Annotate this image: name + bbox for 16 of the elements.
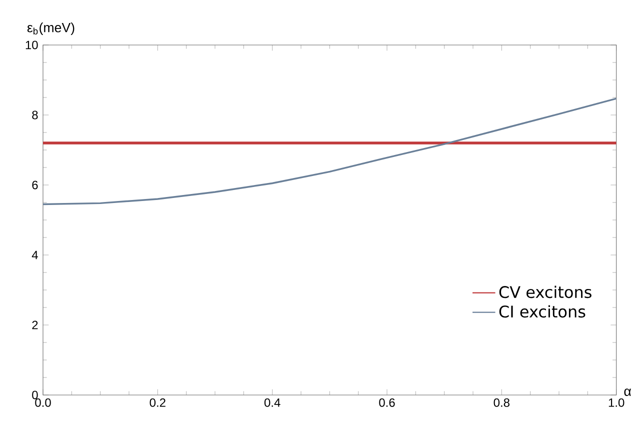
x-tick-label: 0.8 bbox=[494, 398, 510, 407]
y-axis-title: ε$_{b}$(meV) bbox=[27, 22, 74, 35]
x-tick-label: 1.0 bbox=[608, 398, 624, 407]
x-tick-label: 0.4 bbox=[264, 398, 280, 407]
legend-label: CV excitons bbox=[499, 286, 592, 298]
x-axis-title: α bbox=[624, 388, 632, 396]
y-tick-label: 0 bbox=[32, 390, 38, 400]
y-tick-label: 6 bbox=[32, 180, 38, 190]
legend-label: CI excitons bbox=[499, 305, 586, 318]
y-tick-label: 10 bbox=[26, 40, 38, 50]
x-tick-label: 0.2 bbox=[150, 398, 166, 407]
y-tick-label: 8 bbox=[32, 110, 38, 120]
x-tick-label: 0.6 bbox=[379, 398, 395, 407]
x-tick-label: 0.0 bbox=[35, 398, 51, 407]
y-tick-label: 4 bbox=[32, 250, 38, 260]
y-tick-label: 2 bbox=[32, 320, 38, 330]
